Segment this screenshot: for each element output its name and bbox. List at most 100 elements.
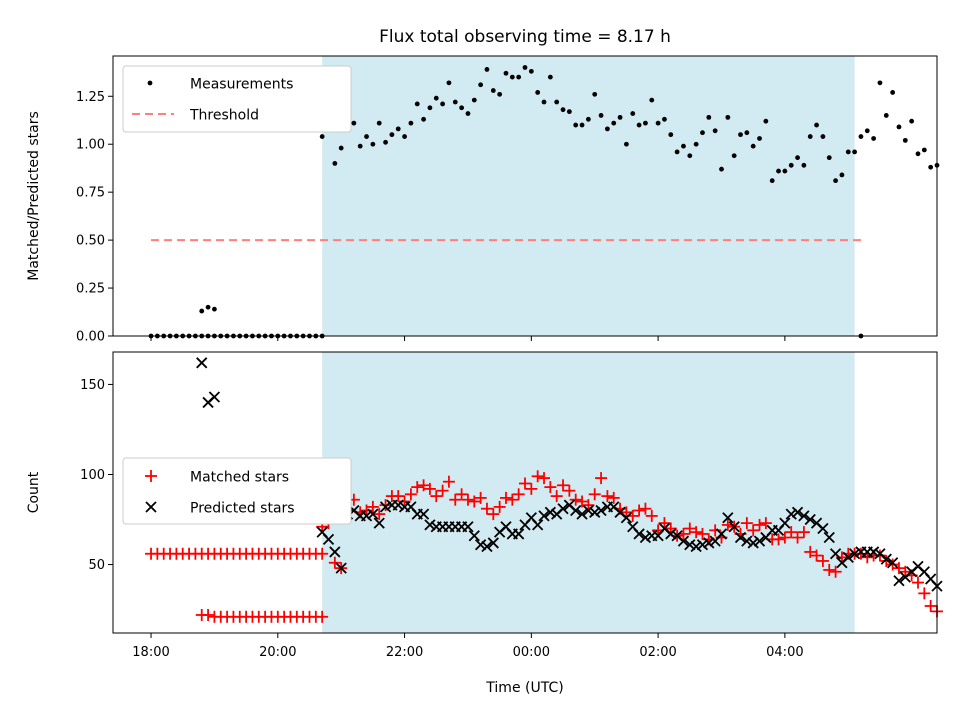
matched-star-point	[531, 470, 544, 483]
matched-star-point	[639, 502, 652, 515]
measurement-point	[839, 172, 845, 178]
x-tick-label: 20:00	[259, 645, 296, 660]
matched-star-point	[379, 499, 392, 512]
predicted-star-point	[474, 539, 487, 551]
matched-star-point	[899, 565, 912, 578]
predicted-star-point	[620, 512, 633, 524]
matched-star-point	[487, 508, 500, 521]
measurement-point	[788, 162, 794, 168]
matched-star-point	[468, 495, 481, 508]
measurement-point	[440, 101, 445, 107]
predicted-star-point	[753, 535, 766, 547]
measurement-point	[643, 120, 648, 126]
measurement-point	[706, 114, 712, 120]
measurement-point	[351, 120, 357, 126]
measurement-point	[199, 308, 205, 314]
measurement-point	[890, 90, 896, 95]
measurement-point	[376, 120, 382, 126]
y-tick-label: 100	[80, 468, 105, 483]
predicted-star-point	[741, 535, 753, 547]
measurement-point	[319, 134, 325, 139]
measurement-point	[522, 65, 528, 70]
measurement-point	[535, 90, 541, 95]
ratio-y-axis-label: Matched/Predicted stars	[26, 111, 42, 281]
measurement-point	[338, 145, 344, 151]
measurement-point	[421, 116, 426, 122]
predicted-star-point	[582, 504, 595, 517]
measurement-point	[611, 120, 617, 126]
legend-matched-marker	[145, 470, 157, 482]
predicted-star-point	[196, 357, 208, 369]
legend-measurement-marker	[147, 80, 153, 86]
predicted-star-point	[817, 522, 829, 535]
measurement-point	[357, 143, 363, 149]
measurement-point	[662, 116, 667, 122]
measurement-point	[655, 120, 661, 126]
predicted-star-point	[462, 521, 474, 533]
matched-star-point	[538, 472, 551, 485]
measurement-point	[605, 126, 610, 132]
predicted-star-point	[595, 504, 607, 517]
predicted-star-point	[639, 531, 652, 544]
matched-star-point	[202, 608, 215, 621]
matched-star-point	[683, 522, 696, 535]
matched-star-point	[886, 558, 899, 571]
matched-star-point	[924, 599, 937, 612]
measurement-point	[782, 168, 788, 174]
matched-star-point	[633, 504, 646, 517]
matched-star-point	[582, 499, 595, 512]
predicted-star-point	[513, 528, 525, 540]
predicted-star-point	[886, 557, 899, 569]
predicted-star-point	[538, 510, 550, 522]
predicted-star-point	[848, 548, 861, 560]
predicted-star-point	[665, 528, 677, 540]
matched-star-point	[493, 500, 506, 513]
matched-star-point	[829, 565, 842, 578]
matched-star-point	[366, 500, 379, 513]
predicted-star-point	[734, 531, 747, 544]
measurement-point	[452, 99, 458, 105]
measurement-point	[547, 74, 553, 80]
measurement-point	[205, 304, 211, 310]
matched-star-point	[455, 488, 468, 501]
predicted-star-point	[804, 513, 816, 526]
measurement-point	[636, 122, 642, 128]
matched-star-point	[411, 481, 424, 494]
predicted-star-point	[798, 510, 810, 522]
measurement-point	[864, 128, 870, 134]
measurement-point	[649, 97, 655, 103]
measurement-point	[484, 67, 490, 72]
matched-star-point	[778, 531, 791, 544]
measurement-point	[795, 155, 800, 161]
predicted-star-point	[360, 510, 373, 522]
matched-star-point	[499, 491, 512, 504]
measurement-point	[370, 141, 376, 147]
matched-star-point	[430, 490, 443, 503]
measurement-point	[921, 147, 927, 153]
y-tick-label: 1.00	[76, 138, 105, 153]
measurement-point	[687, 153, 693, 159]
predicted-star-point	[532, 519, 544, 531]
measurement-point	[712, 128, 718, 134]
matched-star-point	[804, 545, 817, 558]
measurement-point	[541, 99, 547, 105]
measurement-point	[402, 134, 407, 139]
matched-star-point	[404, 488, 417, 501]
predicted-star-point	[791, 506, 804, 518]
y-tick-label: 0.00	[76, 330, 105, 345]
predicted-star-point	[677, 535, 690, 547]
predicted-star-point	[589, 506, 601, 518]
measurement-point	[731, 153, 737, 159]
count-y-axis-label: Count	[26, 471, 42, 513]
measurement-point	[744, 130, 750, 136]
matched-star-point	[607, 491, 620, 504]
measurement-point	[624, 141, 629, 147]
measurement-point	[465, 111, 471, 116]
matched-star-point	[791, 531, 804, 544]
y-tick-label: 50	[88, 558, 105, 573]
measurement-point	[845, 149, 851, 155]
matched-star-point	[696, 527, 709, 540]
matched-star-point	[461, 493, 474, 506]
